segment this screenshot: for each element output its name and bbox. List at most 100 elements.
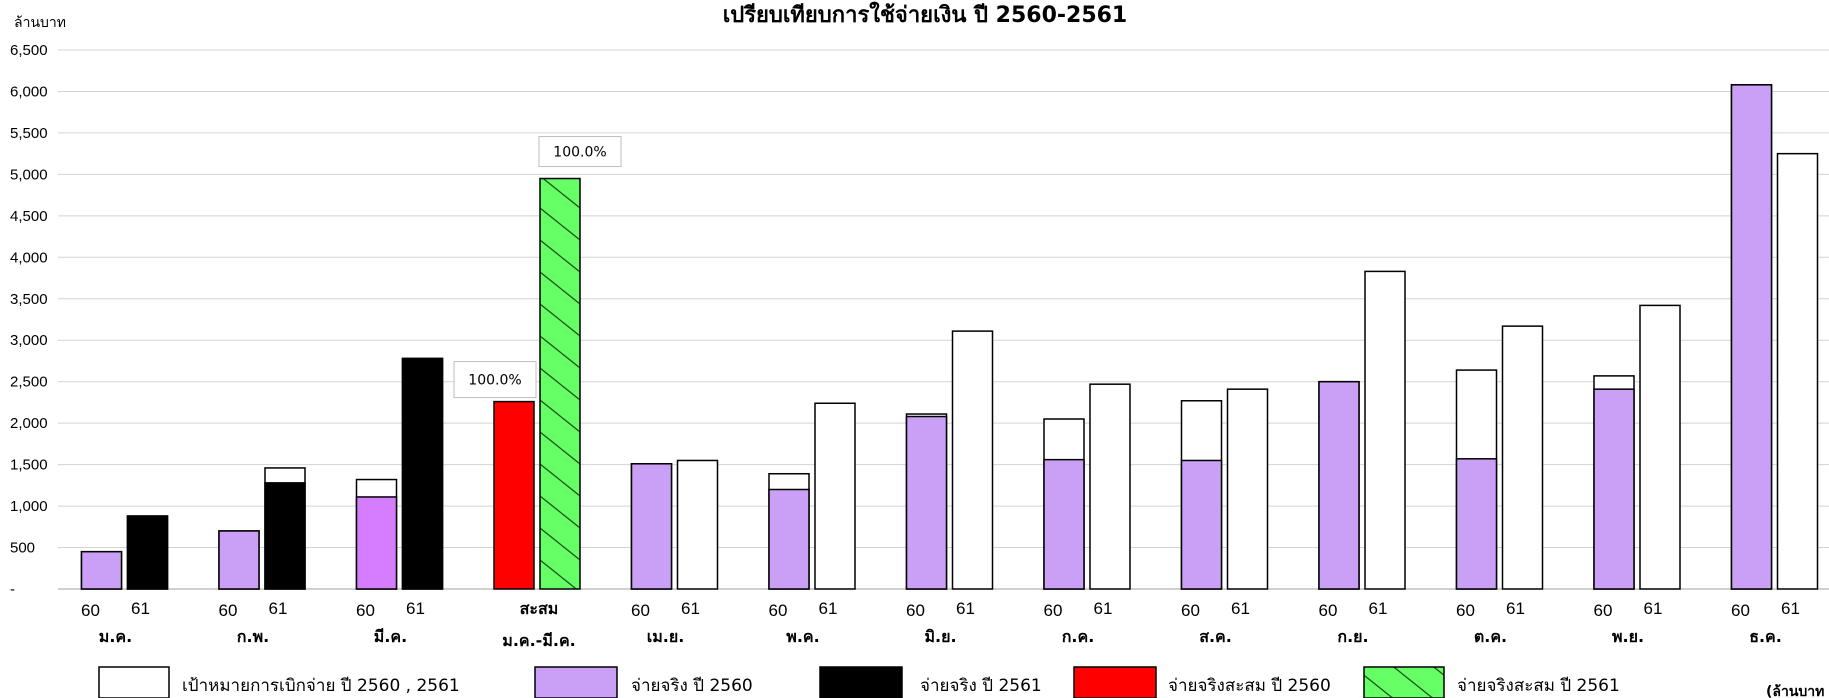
bar-target-2561 <box>1364 270 1406 590</box>
y-tick-label: 500 <box>10 540 35 557</box>
x-label-year-60: 60 <box>1456 601 1475 620</box>
y-tick-label: 4,000 <box>10 249 48 266</box>
y-tick-label: 6,000 <box>10 83 48 100</box>
legend-label-cumulative_2561: จ่ายจริงสะสม ปี 2561 <box>1457 676 1620 696</box>
x-label-year-61: 61 <box>1506 599 1525 618</box>
y-tick-label: 4,500 <box>10 208 48 225</box>
x-label-year-61: 61 <box>406 599 425 618</box>
x-label-month: มิ.ย. <box>924 627 956 646</box>
bar-target-2561 <box>1501 325 1544 590</box>
bar-cumulative-2560 <box>493 400 535 590</box>
x-label-year-60: 60 <box>906 601 925 620</box>
y-tick-label: 1,500 <box>10 457 48 474</box>
x-label-year-60: 60 <box>1319 601 1338 620</box>
bar-actual-2560 <box>1593 388 1635 590</box>
x-label-year-61: 61 <box>1094 599 1113 618</box>
unit-note: (ล้านบาท <box>1766 684 1824 698</box>
legend-label-actual_2560: จ่ายจริง ปี 2560 <box>631 676 753 696</box>
x-label-year-61: 61 <box>131 599 150 618</box>
legend-swatch-actual_2560 <box>534 666 618 698</box>
x-label-year-60: 60 <box>1044 601 1063 620</box>
x-label-year-60: 60 <box>81 601 100 620</box>
x-label-year-60: 60 <box>1731 601 1750 620</box>
bar-target-2561 <box>1226 388 1269 590</box>
x-label-year-61: 61 <box>1644 599 1663 618</box>
bar-actual-2560 <box>1455 458 1498 590</box>
y-axis-unit-label: ล้านบาท <box>14 15 66 31</box>
y-tick-label: 5,500 <box>10 125 48 142</box>
x-label-year-61: 61 <box>1781 599 1800 618</box>
x-label-month: ก.ย. <box>1337 627 1368 646</box>
bar-actual-2560 <box>1180 459 1223 590</box>
legend: เป้าหมายการเบิกจ่าย ปี 2560 , 2561 จ่ายจร… <box>98 666 1620 698</box>
bar-actual-2560 <box>1318 380 1360 590</box>
x-label-month: ส.ค. <box>1199 627 1232 646</box>
y-tick-label: 3,500 <box>10 291 48 308</box>
x-label-year-61: 61 <box>681 599 700 618</box>
legend-label-actual_2561: จ่ายจริง ปี 2561 <box>920 676 1042 696</box>
x-label-month: ก.พ. <box>237 627 269 646</box>
bar-actual-2560 <box>630 463 673 590</box>
bar-actual-2560 <box>1730 84 1773 590</box>
bar-actual-2561 <box>401 357 444 590</box>
bars: 100.0% 100.0% <box>80 84 1819 590</box>
legend-swatch-cumulative_2561 <box>1363 666 1445 698</box>
x-label-month: มี.ค. <box>374 627 407 646</box>
bar-actual-2560 <box>80 550 123 590</box>
legend-swatch-cumulative_2560 <box>1073 666 1157 698</box>
x-label-cumulative: สะสม <box>520 599 559 618</box>
x-label-year-61: 61 <box>819 599 838 618</box>
x-label-year-60: 60 <box>631 601 650 620</box>
y-tick-label: 2,500 <box>10 374 48 391</box>
x-label-year-60: 60 <box>1181 601 1200 620</box>
y-tick-label: 2,000 <box>10 415 48 432</box>
data-label-box <box>538 136 622 168</box>
legend-swatch-actual_2561 <box>819 666 903 698</box>
bar-actual-2561 <box>126 515 169 590</box>
x-label-year-60: 60 <box>356 601 375 620</box>
bar-target-2561 <box>1639 304 1681 590</box>
bar-target-2561 <box>1089 383 1131 590</box>
bar-target-2561 <box>951 330 994 590</box>
x-label-year-60: 60 <box>769 601 788 620</box>
legend-label-cumulative_2560: จ่ายจริงสะสม ปี 2560 <box>1168 676 1331 696</box>
x-label-month: ก.ค. <box>1062 627 1095 646</box>
bar-actual-2561 <box>264 482 306 590</box>
data-label-cumulative-2561: 100.0% <box>553 145 606 161</box>
y-tick-label: 3,000 <box>10 332 48 349</box>
x-label-year-60: 60 <box>219 601 238 620</box>
x-label-month: เม.ย. <box>647 627 685 646</box>
x-label-cumulative-range: ม.ค.-มี.ค. <box>502 631 575 650</box>
legend-swatch-target <box>98 666 170 698</box>
x-label-month: ต.ค. <box>1474 627 1507 646</box>
x-label-year-61: 61 <box>956 599 975 618</box>
bar-target-2561 <box>814 402 856 590</box>
x-axis-labels: 60 61ม.ค.60 61ก.พ.60 61มี.ค.สะสมม.ค.-มี.ค.6… <box>81 599 1800 650</box>
x-label-month: พ.ย. <box>1612 627 1644 646</box>
y-tick-label: 5,000 <box>10 166 48 183</box>
chart-title: เปรียบเทียบการใช้จ่ายเงิน ปี 2560-2561 <box>723 1 1128 28</box>
bar-actual-2560 <box>768 488 810 590</box>
x-label-year-61: 61 <box>1369 599 1388 618</box>
bar-actual-2560 <box>218 530 260 590</box>
bar-target-2561 <box>1776 152 1819 590</box>
data-label-box <box>453 361 537 399</box>
x-label-month: ธ.ค. <box>1749 627 1782 646</box>
y-tick-label: 6,500 <box>10 42 48 59</box>
x-label-month: พ.ค. <box>786 627 819 646</box>
y-axis-ticks: - 500 1,000 1,500 2,000 2,500 3,000 3,500 4,000 4… <box>10 42 48 598</box>
legend-label-target: เป้าหมายการเบิกจ่าย ปี 2560 , 2561 <box>182 676 460 696</box>
x-label-year-61: 61 <box>269 599 288 618</box>
bar-target-2561 <box>676 459 719 590</box>
bar-actual-2560 <box>1043 458 1085 590</box>
y-tick-label: - <box>10 581 15 598</box>
x-label-year-61: 61 <box>1231 599 1250 618</box>
bar-actual-2560 <box>355 496 398 590</box>
bar-actual-2560 <box>905 415 948 590</box>
bar-cumulative-2561 <box>539 177 581 590</box>
x-label-year-60: 60 <box>1594 601 1613 620</box>
x-label-month: ม.ค. <box>99 627 132 646</box>
data-label-cumulative-2560: 100.0% <box>468 373 521 389</box>
y-tick-label: 1,000 <box>10 498 48 515</box>
